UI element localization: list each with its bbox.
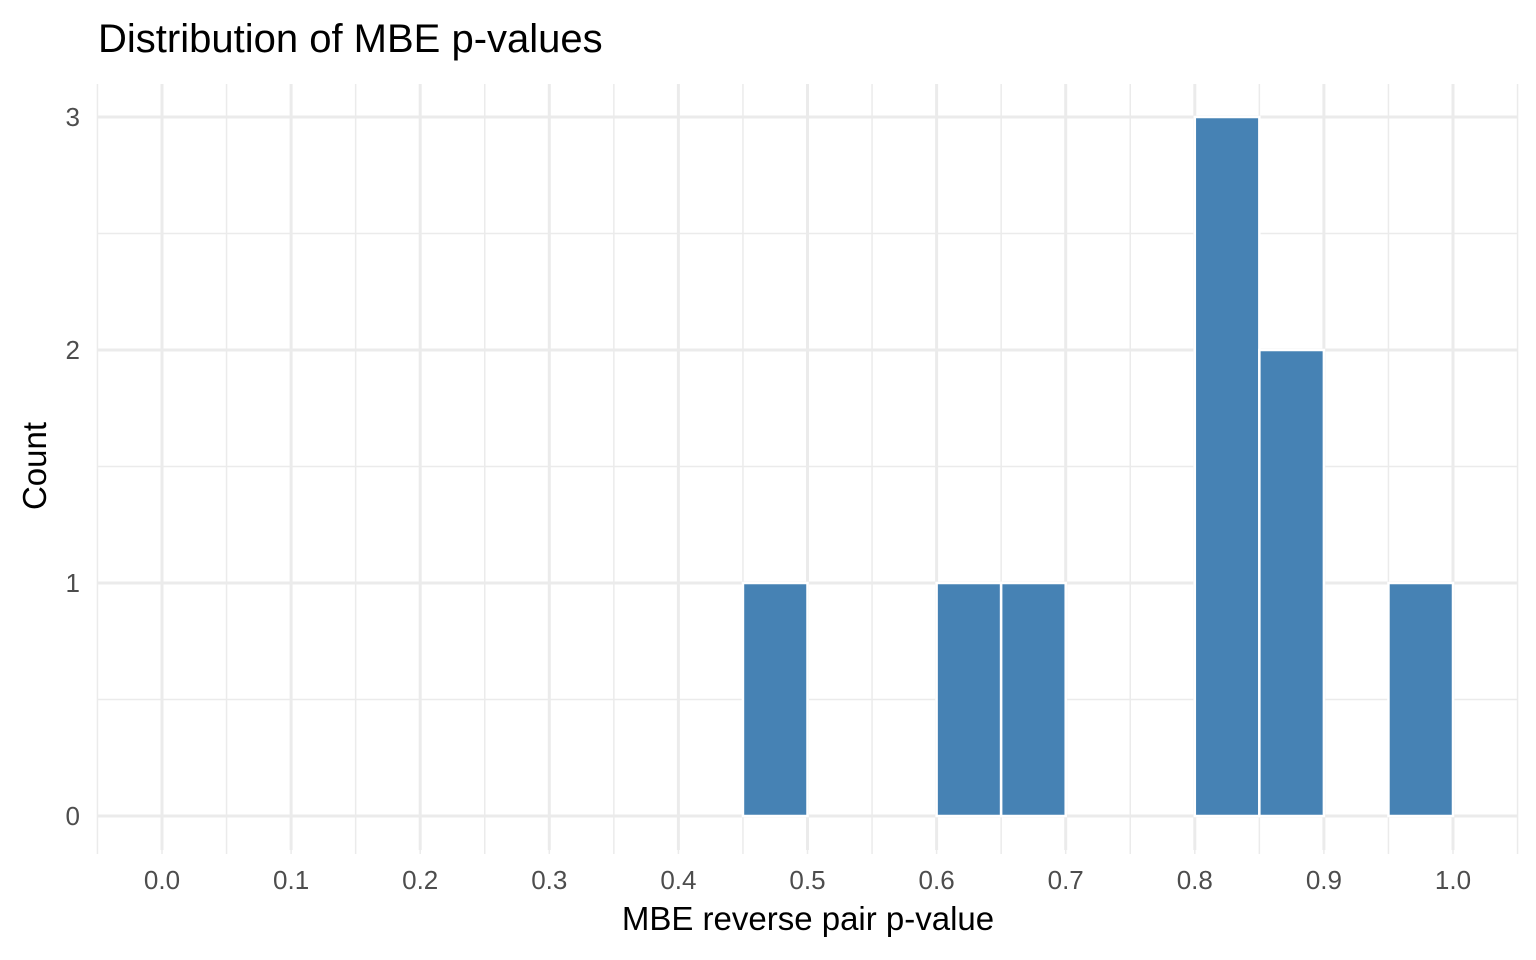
y-tick-label: 2: [66, 335, 80, 365]
x-tick-label: 0.2: [402, 865, 438, 895]
histogram-bar: [1193, 115, 1261, 818]
histogram-bar: [741, 581, 809, 818]
tick-layer: 0.0 0.1 0.2 0.3 0.4 0.5 0.6 0.7 0.8 0.9 1.0 0 1 2 3: [66, 102, 1472, 895]
y-axis-title: Count: [16, 422, 53, 510]
x-tick-label: 0.9: [1306, 865, 1342, 895]
x-tick-label: 0.1: [273, 865, 309, 895]
x-tick-label: 0.6: [919, 865, 955, 895]
histogram-bar: [1387, 581, 1455, 818]
y-tick-label: 3: [66, 102, 80, 132]
bar-layer: [741, 115, 1455, 818]
chart-title: Distribution of MBE p-values: [98, 17, 603, 61]
x-axis-title: MBE reverse pair p-value: [622, 900, 994, 937]
histogram-bar: [935, 581, 1003, 818]
x-tick-label: 0.8: [1177, 865, 1213, 895]
y-tick-label: 0: [66, 801, 80, 831]
x-tick-label: 0.5: [789, 865, 825, 895]
x-tick-label: 0.4: [660, 865, 696, 895]
y-tick-label: 1: [66, 568, 80, 598]
x-tick-label: 0.0: [144, 865, 180, 895]
histogram-bar: [1258, 348, 1326, 818]
histogram-bar: [999, 581, 1067, 818]
x-tick-label: 1.0: [1435, 865, 1471, 895]
x-tick-label: 0.7: [1048, 865, 1084, 895]
x-tick-label: 0.3: [531, 865, 567, 895]
